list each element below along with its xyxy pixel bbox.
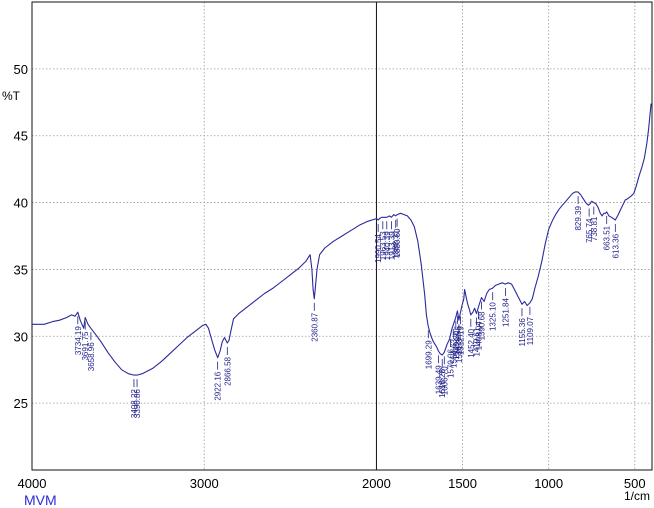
- y-tick-labels: 25 30 35 40 45 50: [14, 62, 28, 411]
- grid-lines: [32, 2, 652, 470]
- x-tick-label: 4000: [18, 476, 47, 491]
- y-tick-label: 35: [14, 262, 28, 277]
- y-tick-label: 40: [14, 196, 28, 211]
- peak-label: 1390.68: [478, 311, 487, 340]
- x-tick-label: 3000: [190, 476, 219, 491]
- peak-label: 1109.07: [526, 316, 535, 345]
- x-tick-label: 1000: [534, 476, 563, 491]
- peak-label: 1880.60: [393, 228, 402, 257]
- peak-label: 2922.16: [214, 371, 223, 400]
- peak-label: 3691.75: [81, 331, 90, 360]
- peak-label: 1452.40: [467, 328, 476, 357]
- peak-label: 1512.19: [457, 326, 466, 355]
- y-tick-label: 50: [14, 62, 28, 77]
- y-tick-label: 45: [14, 129, 28, 144]
- x-tick-label: 500: [624, 476, 646, 491]
- peak-label: 663.51: [603, 225, 612, 250]
- peak-label: 1888.31: [392, 229, 401, 258]
- peak-label: 2866.58: [223, 356, 232, 385]
- spectrum-line: [32, 103, 652, 376]
- peak-label: 1155.36: [518, 318, 527, 347]
- peak-label: 1940.39: [383, 231, 392, 260]
- peak-label: 1325.10: [489, 302, 498, 331]
- y-axis-label: %T: [2, 89, 21, 103]
- spectrum-trace: [32, 103, 652, 376]
- peak-label: 3734.19: [74, 326, 83, 355]
- peak-label: 3408.22: [130, 389, 139, 418]
- peak-label: 1251.84: [501, 298, 510, 327]
- x-tick-label: 2000: [362, 476, 391, 491]
- peak-label: 1606.70: [440, 366, 449, 395]
- peak-label: 1699.29: [424, 340, 433, 369]
- peak-label: 3390.86: [133, 389, 142, 418]
- peak-label: 1639.49: [435, 365, 444, 394]
- peak-label: 829.39: [574, 206, 583, 231]
- x-tick-label: 1500: [448, 476, 477, 491]
- brand-label: MVM: [24, 492, 57, 508]
- peak-label: 3658.96: [87, 342, 96, 371]
- peak-label: 1554.63: [449, 338, 458, 367]
- y-tick-label: 30: [14, 329, 28, 344]
- peak-label: 765.74: [585, 218, 594, 243]
- axes: [31, 1, 653, 471]
- peak-label: 1529.55: [454, 325, 463, 354]
- peak-label: 1990.54: [374, 233, 383, 262]
- plot-frame: [31, 1, 653, 471]
- peak-label: 1408.04: [474, 321, 483, 350]
- x-tick-labels: 4000 3000 2000 1500 1000 500: [18, 476, 646, 491]
- peak-label: 2360.87: [310, 312, 319, 341]
- peak-label: 1618.28: [438, 368, 447, 397]
- peak-label: 613.36: [611, 233, 620, 258]
- peak-label: 1913.39: [387, 231, 396, 260]
- y-tick-label: 25: [14, 396, 28, 411]
- peak-label: 1539.20: [452, 330, 461, 359]
- peak-label: 1570.06: [446, 349, 455, 378]
- peak-label: 1419.61: [472, 327, 481, 356]
- peak-label: 1521.84: [455, 334, 464, 363]
- peak-label: 1963.53: [379, 231, 388, 260]
- peak-label: 738.81: [590, 216, 599, 241]
- x-axis-unit-label: 1/cm: [624, 489, 650, 503]
